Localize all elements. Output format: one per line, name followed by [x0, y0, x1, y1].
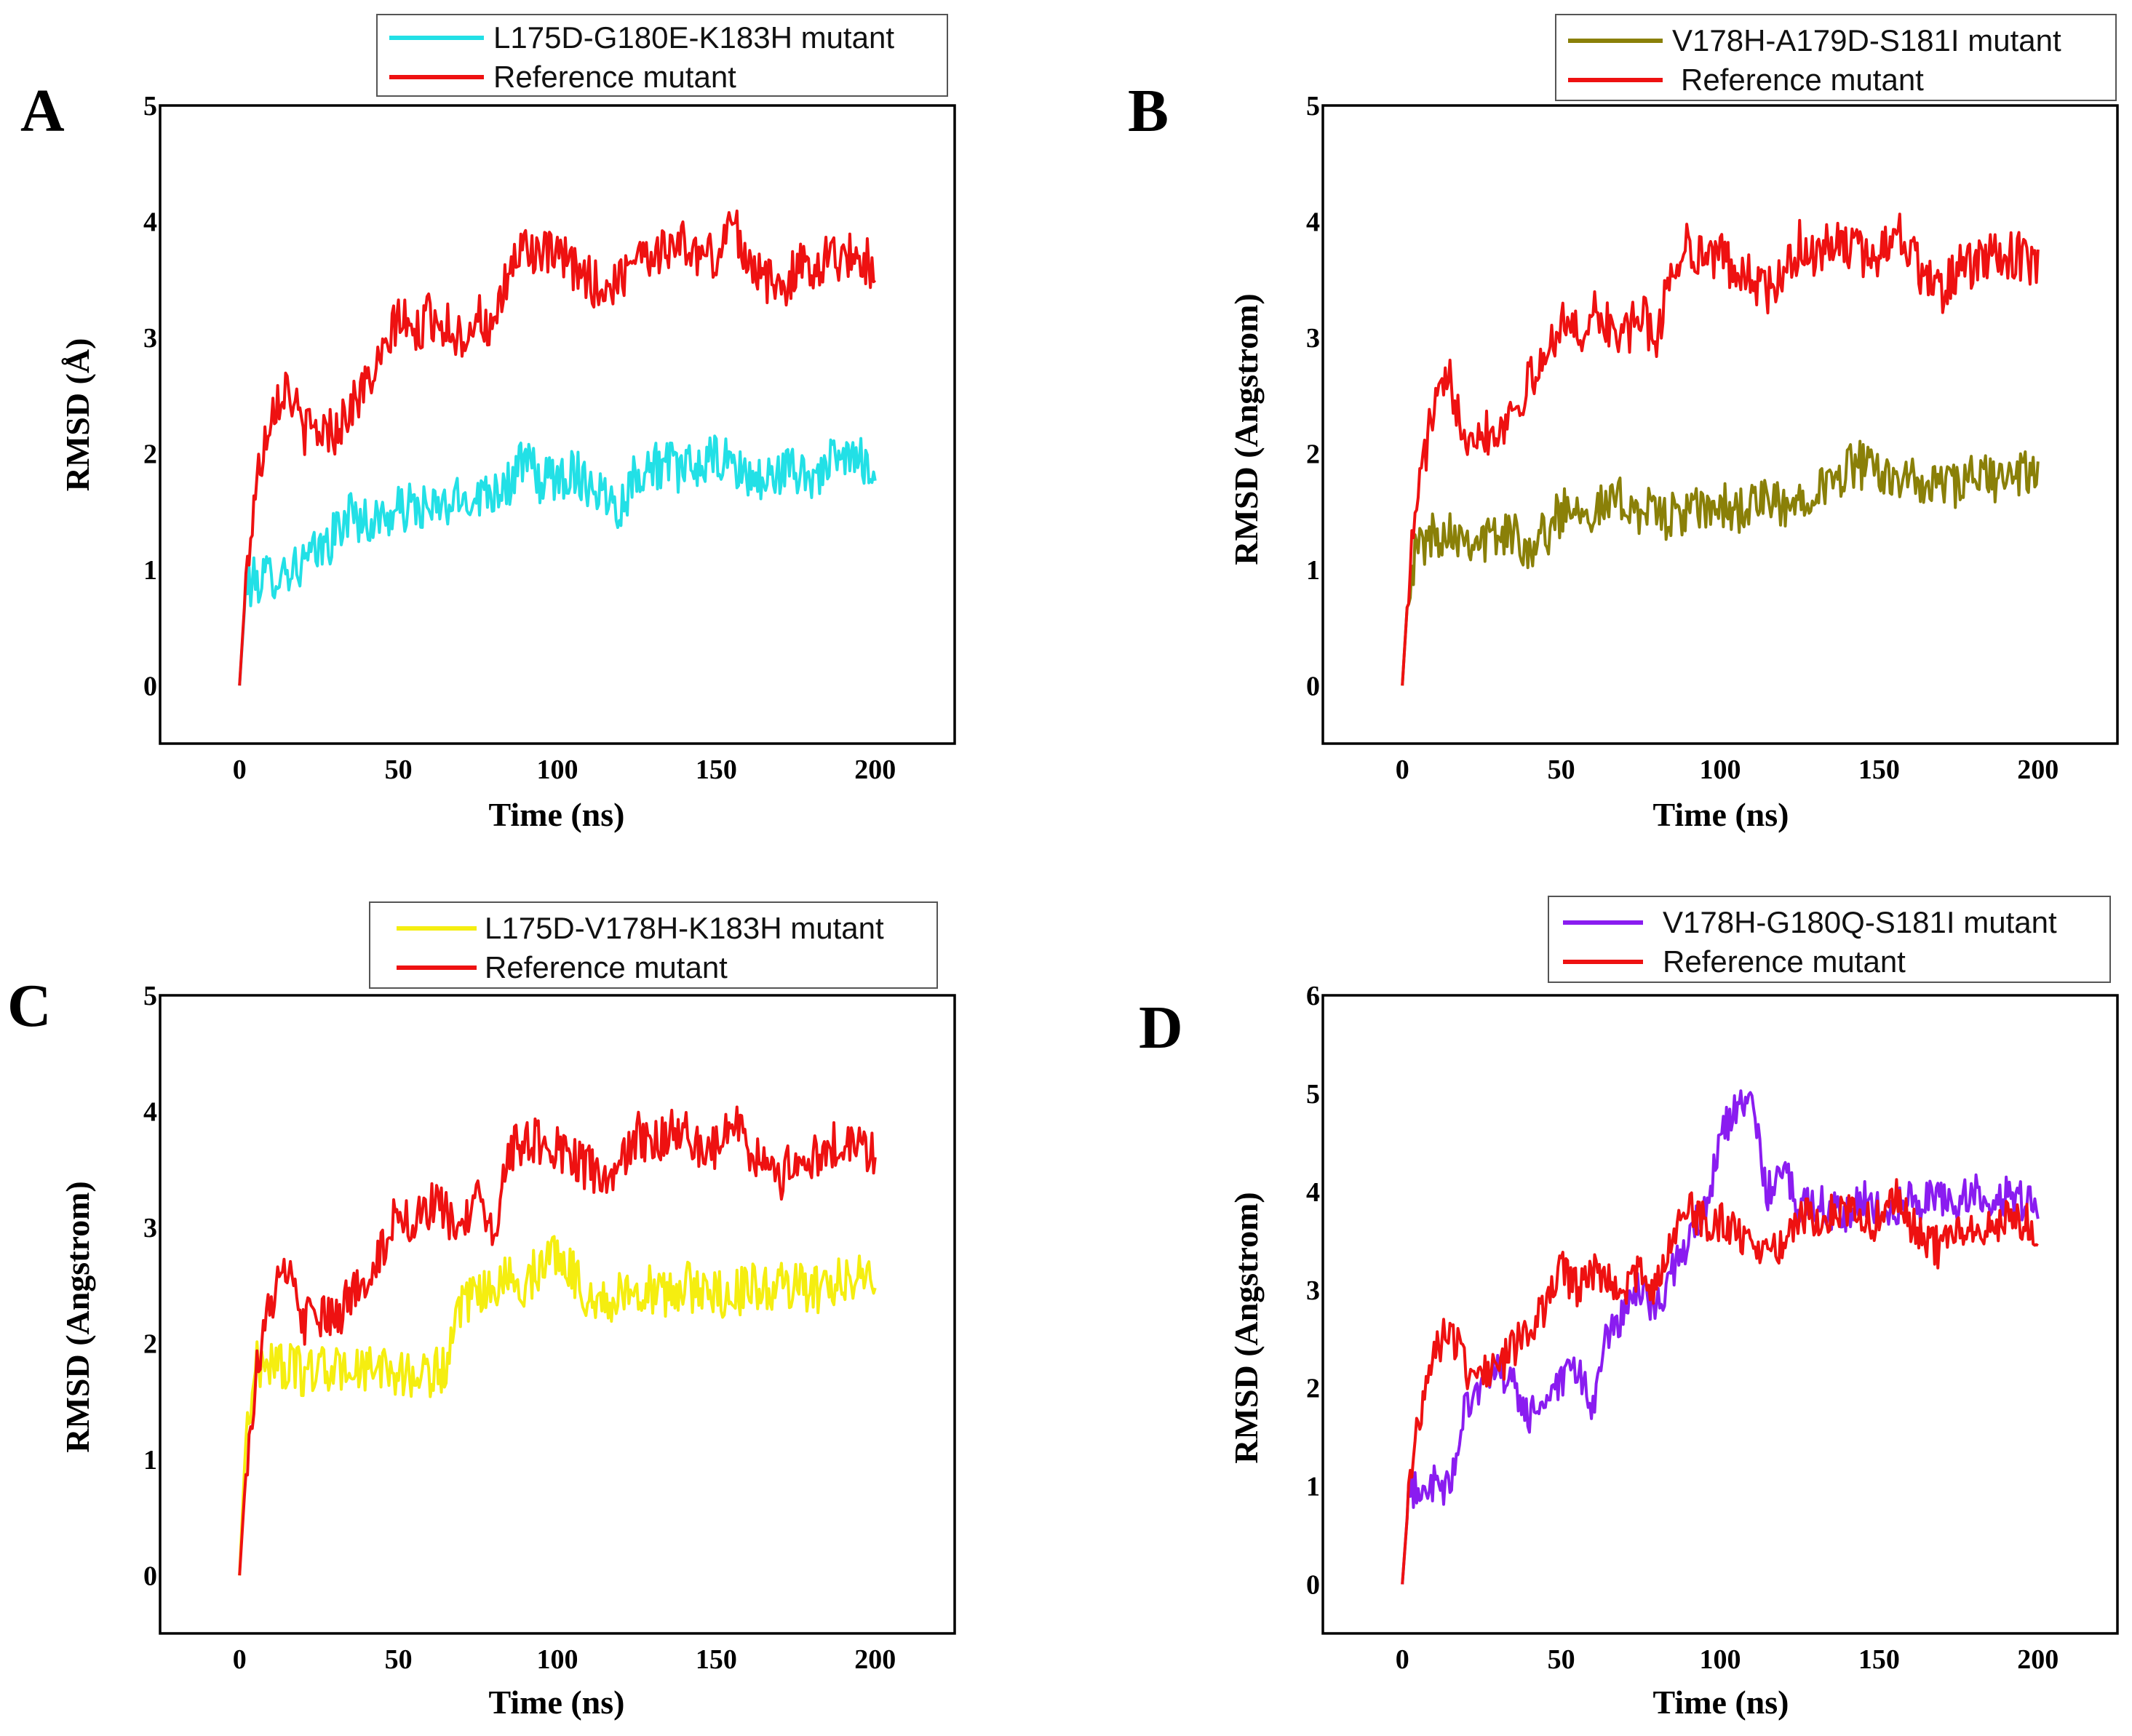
x-tick-label-a-1: 50 [385, 754, 413, 785]
x-axis-label-d: Time (ns) [1653, 1684, 1789, 1721]
y-tick-label-d-1: 1 [1306, 1472, 1320, 1502]
y-tick-label-b-3: 3 [1306, 323, 1320, 354]
y-axis-label-c: RMSD (Angstrom) [59, 1181, 96, 1453]
plot-area-b: 0 50 100 150 200 0 1 2 3 4 5 [1306, 91, 2119, 785]
panel-b: B 0 50 100 150 200 0 1 2 3 4 5 Time (ns) RMSD (Ang… [1128, 14, 2119, 833]
plot-area-d: 0 50 100 150 200 0 1 2 3 4 5 6 [1306, 981, 2119, 1675]
plot-frame-b [1321, 104, 2119, 745]
x-tick-label-d-3: 150 [1858, 1644, 1900, 1675]
panel-letter-b: B [1128, 77, 1169, 145]
x-tick-label-d-4: 200 [2017, 1644, 2059, 1675]
series-line-c-0 [238, 1235, 877, 1576]
y-tick-label-b-4: 4 [1306, 207, 1320, 237]
y-tick-label-c-0: 0 [143, 1561, 157, 1591]
series-line-d-1 [1401, 1178, 2039, 1585]
x-tick-label-c-0: 0 [233, 1644, 247, 1675]
y-tick-label-b-0: 0 [1306, 671, 1320, 701]
legend-box-a [376, 14, 948, 97]
y-axis-label-d: RMSD (Angstrom) [1228, 1192, 1265, 1464]
legend-box-c [369, 901, 938, 989]
x-axis-label-c: Time (ns) [489, 1684, 625, 1721]
legend-label-a-1: Reference mutant [493, 60, 736, 94]
x-tick-label-b-2: 100 [1700, 754, 1741, 785]
series-line-b-1 [1401, 212, 2040, 686]
plot-frame-c [159, 994, 956, 1635]
series-line-a-0 [238, 434, 877, 686]
y-tick-label-b-1: 1 [1306, 555, 1320, 586]
x-tick-label-d-2: 100 [1700, 1644, 1741, 1675]
x-tick-label-a-2: 100 [537, 754, 578, 785]
x-tick-label-a-4: 200 [854, 754, 896, 785]
legend-a: L175D-G180E-K183H mutant Reference mutan… [376, 14, 948, 97]
series-line-d-0 [1401, 1089, 2040, 1585]
y-tick-label-c-1: 1 [143, 1445, 157, 1476]
x-tick-label-b-4: 200 [2017, 754, 2059, 785]
x-tick-label-a-3: 150 [696, 754, 737, 785]
y-tick-label-a-3: 3 [143, 323, 157, 354]
x-axis-label-b: Time (ns) [1653, 796, 1789, 833]
plot-frame-d [1321, 994, 2119, 1635]
series-line-a-1 [238, 210, 877, 686]
y-tick-label-d-4: 4 [1306, 1177, 1320, 1208]
y-tick-label-c-3: 3 [143, 1213, 157, 1243]
y-tick-label-a-4: 4 [143, 207, 157, 237]
legend-label-c-0: L175D-V178H-K183H mutant [485, 911, 884, 945]
legend-label-a-0: L175D-G180E-K183H mutant [493, 20, 894, 55]
legend-label-d-0: V178H-G180Q-S181I mutant [1663, 905, 2057, 939]
y-tick-label-b-2: 2 [1306, 439, 1320, 469]
plot-frame-a [159, 104, 956, 745]
legend-box-d [1548, 896, 2111, 983]
y-tick-label-c-5: 5 [143, 981, 157, 1011]
panel-c: C 0 50 100 150 200 0 1 2 3 4 5 Time (ns) RMSD (Ang… [7, 901, 956, 1721]
y-tick-label-a-1: 1 [143, 555, 157, 586]
series-line-b-0 [1401, 439, 2040, 686]
x-tick-label-c-1: 50 [385, 1644, 413, 1675]
y-axis-label-a: RMSD (Å) [59, 338, 96, 492]
y-tick-label-d-0: 0 [1306, 1570, 1320, 1601]
y-tick-label-a-0: 0 [143, 671, 157, 701]
y-tick-label-c-4: 4 [143, 1096, 157, 1127]
panel-d: D 0 50 100 150 200 0 1 2 3 4 5 6 Time (ns) RMSD (An… [1139, 896, 2119, 1721]
x-tick-label-b-0: 0 [1396, 754, 1409, 785]
y-axis-label-b: RMSD (Angstrom) [1228, 293, 1265, 565]
panel-letter-d: D [1139, 994, 1183, 1062]
legend-label-b-0: V178H-A179D-S181I mutant [1672, 23, 2061, 57]
legend-b: V178H-A179D-S181I mutant Reference mutan… [1555, 14, 2117, 101]
x-axis-label-a: Time (ns) [489, 796, 625, 833]
x-tick-label-b-1: 50 [1548, 754, 1575, 785]
legend-box-b [1555, 14, 2117, 101]
plot-area-a: 0 50 100 150 200 0 1 2 3 4 5 [143, 91, 956, 785]
y-tick-label-a-5: 5 [143, 91, 157, 122]
x-tick-label-a-0: 0 [233, 754, 247, 785]
legend-label-c-1: Reference mutant [485, 950, 728, 984]
x-tick-label-b-3: 150 [1858, 754, 1900, 785]
x-tick-label-c-2: 100 [537, 1644, 578, 1675]
legend-c: L175D-V178H-K183H mutant Reference mutan… [369, 901, 938, 989]
plot-area-c: 0 50 100 150 200 0 1 2 3 4 5 [143, 981, 956, 1675]
y-tick-label-a-2: 2 [143, 439, 157, 469]
y-tick-label-d-3: 3 [1306, 1275, 1320, 1306]
y-tick-label-b-5: 5 [1306, 91, 1320, 122]
legend-label-b-1: Reference mutant [1681, 63, 1924, 97]
panel-letter-c: C [7, 972, 52, 1040]
y-tick-label-d-2: 2 [1306, 1374, 1320, 1404]
y-tick-label-d-6: 6 [1306, 981, 1320, 1011]
x-tick-label-c-4: 200 [854, 1644, 896, 1675]
x-tick-label-d-1: 50 [1548, 1644, 1575, 1675]
legend-label-d-1: Reference mutant [1663, 944, 1906, 979]
panel-letter-a: A [20, 77, 65, 145]
legend-d: V178H-G180Q-S181I mutant Reference mutan… [1548, 896, 2111, 983]
x-tick-label-d-0: 0 [1396, 1644, 1409, 1675]
x-tick-label-c-3: 150 [696, 1644, 737, 1675]
series-line-c-1 [238, 1105, 877, 1576]
y-tick-label-c-2: 2 [143, 1329, 157, 1359]
y-tick-label-d-5: 5 [1306, 1079, 1320, 1110]
